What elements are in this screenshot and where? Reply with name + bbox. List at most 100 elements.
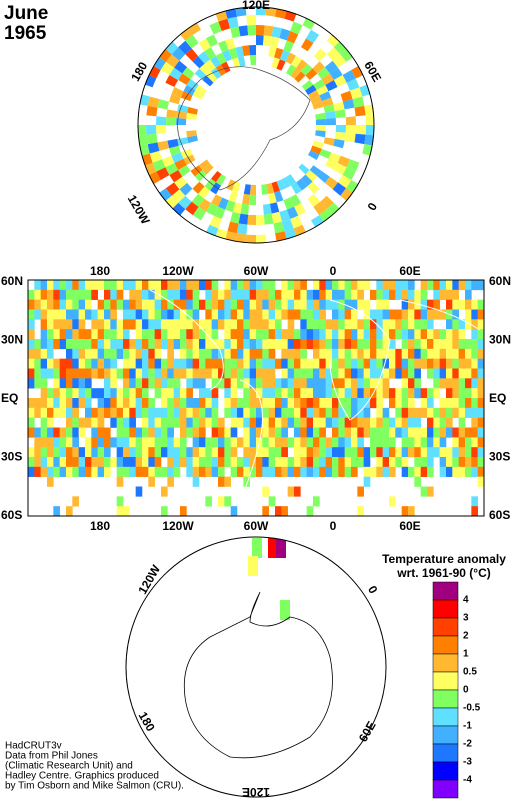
anomaly-cell (433, 289, 440, 300)
anomaly-cell (306, 427, 314, 438)
anomaly-cell (47, 388, 54, 399)
anomaly-cell (59, 339, 67, 350)
south-label: 0 (365, 583, 381, 596)
anomaly-cell (263, 203, 272, 215)
anomaly-cell (382, 368, 390, 379)
anomaly-cell (338, 289, 345, 300)
anomaly-cell (47, 457, 54, 468)
anomaly-cell (173, 280, 181, 291)
anomaly-cell (224, 368, 231, 379)
anomaly-cell (357, 289, 364, 300)
anomaly-cell (315, 125, 326, 132)
anomaly-cell (313, 466, 320, 477)
credit-line: Hadley Centre. Graphics produced (5, 771, 159, 782)
anomaly-cell (376, 339, 383, 350)
anomaly-cell (142, 329, 149, 340)
anomaly-cell (53, 299, 60, 310)
anomaly-cell (123, 348, 130, 359)
anomaly-cell (338, 348, 345, 359)
anomaly-cell (268, 280, 276, 291)
anomaly-cell (273, 221, 285, 234)
anomaly-cell (287, 289, 295, 300)
anomaly-cell (135, 388, 143, 399)
anomaly-cell (161, 407, 168, 418)
anomaly-cell (104, 368, 111, 379)
anomaly-cell (164, 40, 179, 55)
anomaly-cell (382, 309, 390, 320)
anomaly-cell (370, 466, 377, 477)
anomaly-cell (256, 398, 263, 409)
anomaly-cell (414, 407, 421, 418)
anomaly-cell (414, 358, 421, 369)
anomaly-cell (401, 368, 409, 379)
anomaly-cell (414, 339, 421, 350)
anomaly-cell (319, 447, 326, 458)
anomaly-cell (313, 368, 320, 379)
anomaly-cell (154, 417, 162, 428)
anomaly-cell (205, 407, 212, 418)
anomaly-cell (319, 339, 326, 350)
anomaly-cell (382, 407, 390, 418)
anomaly-cell (465, 339, 472, 350)
anomaly-cell (161, 329, 168, 340)
anomaly-cell (123, 378, 130, 389)
anomaly-cell (357, 398, 364, 409)
anomaly-cell (325, 339, 333, 350)
lon-label: 180 (90, 264, 110, 278)
anomaly-cell (338, 407, 345, 418)
anomaly-cell (66, 358, 73, 369)
anomaly-cell (256, 358, 263, 369)
lon-label: 0 (330, 264, 337, 278)
legend-label: 0 (463, 685, 469, 696)
anomaly-cell (148, 289, 155, 300)
anomaly-cell (268, 192, 277, 204)
anomaly-cell (154, 309, 162, 320)
anomaly-cell (281, 457, 288, 468)
anomaly-cell (78, 280, 86, 291)
legend-label: 3 (463, 613, 469, 624)
anomaly-cell (395, 358, 402, 369)
anomaly-cell (458, 457, 466, 468)
anomaly-cell (78, 457, 86, 468)
anomaly-cell (256, 427, 263, 438)
anomaly-cell (471, 388, 478, 399)
anomaly-cell (173, 407, 181, 418)
anomaly-cell (376, 447, 383, 458)
anomaly-cell (211, 427, 219, 438)
anomaly-cell (167, 398, 174, 409)
anomaly-cell (154, 407, 162, 418)
anomaly-cell (211, 289, 219, 300)
anomaly-cell (192, 289, 200, 300)
anomaly-cell (187, 106, 198, 115)
anomaly-cell (256, 339, 263, 350)
anomaly-cell (427, 407, 434, 418)
anomaly-cell (211, 457, 219, 468)
anomaly-cell (294, 466, 301, 477)
anomaly-cell (427, 427, 434, 438)
anomaly-cell (338, 427, 345, 438)
anomaly-cell (186, 280, 193, 291)
anomaly-cell (332, 299, 339, 310)
anomaly-cell (382, 299, 390, 310)
anomaly-cell (224, 378, 231, 389)
anomaly-cell (452, 466, 459, 477)
anomaly-cell (262, 368, 269, 379)
anomaly-cell (216, 52, 227, 65)
anomaly-cell (171, 87, 184, 98)
anomaly-cell (116, 329, 124, 340)
anomaly-cell (91, 339, 98, 350)
anomaly-cell (224, 348, 231, 359)
anomaly-cell (389, 280, 396, 291)
anomaly-cell (205, 496, 212, 507)
anomaly-cell (300, 339, 307, 350)
anomaly-cell (477, 309, 484, 320)
anomaly-cell (40, 398, 48, 409)
anomaly-cell (275, 427, 282, 438)
anomaly-cell (427, 309, 434, 320)
anomaly-cell (78, 309, 86, 320)
anomaly-cell (300, 280, 307, 291)
anomaly-cell (477, 466, 484, 477)
anomaly-cell (146, 133, 158, 145)
north-polar-cells (138, 7, 374, 243)
anomaly-cell (338, 398, 345, 409)
